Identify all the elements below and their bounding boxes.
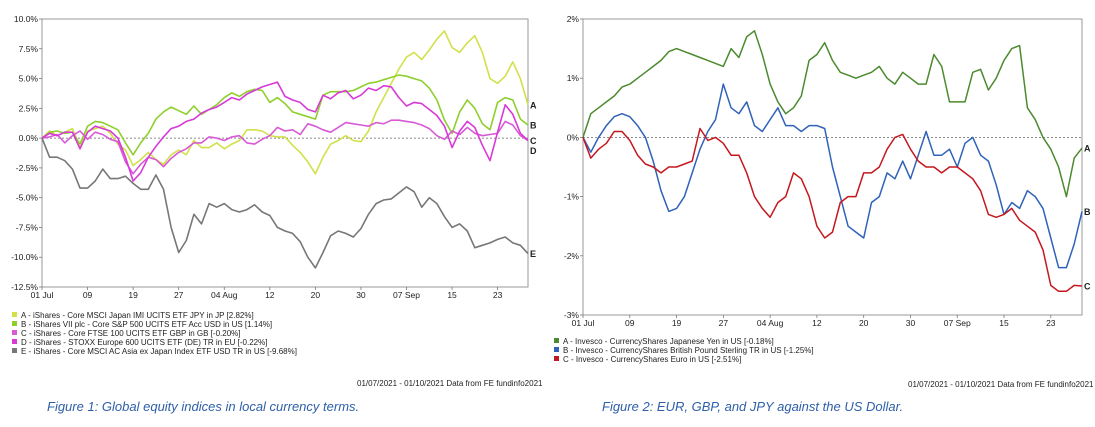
legend-entry-a: A - iShares - Core MSCI Japan IMI UCITS … [21, 311, 254, 320]
legend-entry-d: D - iShares - STOXX Europe 600 UCITS ETF… [21, 338, 267, 347]
y-tick-label: -1% [564, 192, 580, 202]
y-tick-label: 0.0% [19, 133, 39, 143]
series-line-d [41, 81, 529, 182]
x-tick-label: 23 [1046, 318, 1056, 328]
series-line-b [41, 74, 529, 156]
currency-chart: 2% 1% 0% -1% -2% -3% 01 Jul 09 19 27 04 Aug 12 20 30… [554, 14, 1091, 364]
legend-swatch-d [12, 339, 17, 344]
x-tick-label: 23 [493, 290, 503, 300]
series-line-a [582, 30, 1083, 198]
legend-swatch-a [554, 338, 559, 343]
chart2-series [582, 30, 1083, 293]
series-line-a [41, 30, 529, 175]
x-tick-label: 09 [83, 290, 93, 300]
x-tick-label: 01 Jul [572, 318, 595, 328]
legend-entry-b: B - iShares VII plc - Core S&P 500 UCITS… [21, 320, 272, 329]
x-tick-label: 12 [812, 318, 822, 328]
y-tick-label: 2.5% [19, 103, 39, 113]
legend-swatch-e [12, 348, 17, 353]
x-tick-label: 09 [625, 318, 635, 328]
chart2-legend: A - Invesco - CurrencyShares Japanese Ye… [554, 337, 814, 364]
chart2-x-axis: 01 Jul 09 19 27 04 Aug 12 20 30 07 Sep 15 23 [572, 315, 1056, 328]
series-end-label-b: B [530, 121, 537, 131]
x-tick-label: 20 [859, 318, 869, 328]
series-line-c [582, 127, 1083, 293]
y-tick-label: -7.5% [16, 222, 39, 232]
series-end-label-c: C [530, 136, 537, 146]
legend-entry-e: E - iShares - Core MSCI AC Asia ex Japan… [21, 347, 297, 356]
x-tick-label: 04 Aug [757, 318, 784, 328]
series-end-label-b: B [1084, 207, 1091, 217]
c2-plot-frame [582, 18, 1083, 316]
x-tick-label: 04 Aug [211, 290, 238, 300]
chart1-x-axis: 01 Jul 09 19 27 04 Aug 12 20 30 07 Sep 15 23 [31, 287, 503, 300]
y-tick-label: -5.0% [16, 193, 39, 203]
y-tick-label: -2.5% [16, 163, 39, 173]
y-tick-label: 10.0% [14, 14, 39, 24]
x-tick-label: 12 [265, 290, 275, 300]
legend-swatch-b [12, 321, 17, 326]
series-end-label-e: E [530, 249, 536, 259]
chart1-legend: A - iShares - Core MSCI Japan IMI UCITS … [12, 311, 297, 356]
equity-indices-chart: 10.0% 7.5% 5.0% 2.5% 0.0% -2.5% -5.0% -7.5% -10.… [11, 14, 537, 356]
y-tick-label: -10.0% [11, 252, 38, 262]
chart1-series [41, 30, 529, 269]
x-tick-label: 01 Jul [31, 290, 54, 300]
chart2-end-labels: A B C [1084, 144, 1091, 292]
y-tick-label: 7.5% [19, 44, 39, 54]
x-tick-label: 27 [719, 318, 729, 328]
series-line-e [41, 137, 529, 269]
figure1-caption: Figure 1: Global equity indices in local… [47, 399, 360, 414]
x-tick-label: 30 [906, 318, 916, 328]
y-tick-label: -3% [564, 310, 580, 320]
chart1-y-axis: 10.0% 7.5% 5.0% 2.5% 0.0% -2.5% -5.0% -7.5% -10.… [11, 14, 42, 292]
chart1-gridlines [41, 18, 529, 288]
y-tick-label: 0% [567, 132, 580, 142]
figure2-caption: Figure 2: EUR, GBP, and JPY against the … [602, 399, 904, 414]
chart1-end-labels: A BCD E [530, 100, 537, 259]
x-tick-label: 20 [311, 290, 321, 300]
series-line-c [41, 119, 529, 175]
y-tick-label: -2% [564, 251, 580, 261]
x-tick-label: 19 [672, 318, 682, 328]
x-tick-label: 15 [999, 318, 1009, 328]
y-tick-label: 5.0% [19, 74, 39, 84]
x-tick-label: 19 [128, 290, 138, 300]
legend-entry-c: C - iShares - Core FTSE 100 UCITS ETF GB… [21, 329, 240, 338]
chart2-gridlines [582, 18, 1083, 316]
x-tick-label: 07 Sep [393, 290, 420, 300]
legend-entry-a: A - Invesco - CurrencyShares Japanese Ye… [563, 337, 774, 346]
x-tick-label: 07 Sep [944, 318, 971, 328]
x-tick-label: 15 [447, 290, 457, 300]
x-tick-label: 30 [356, 290, 366, 300]
x-tick-label: 27 [174, 290, 184, 300]
legend-swatch-a [12, 312, 17, 317]
series-end-label-a: A [530, 100, 537, 110]
chart1-source-note: 01/07/2021 - 01/10/2021 Data from FE fun… [357, 379, 543, 388]
legend-entry-b: B - Invesco - CurrencyShares British Pou… [563, 346, 814, 355]
legend-entry-c: C - Invesco - CurrencyShares Euro in US … [563, 355, 741, 364]
legend-swatch-c [554, 356, 559, 361]
series-line-b [582, 83, 1083, 269]
legend-swatch-c [12, 330, 17, 335]
c1-plot-frame [41, 18, 529, 288]
y-tick-label: 2% [567, 14, 580, 24]
y-tick-label: -12.5% [11, 282, 38, 292]
series-end-label-a: A [1084, 144, 1091, 154]
series-end-label-d: D [530, 146, 537, 156]
y-tick-label: 1% [567, 73, 580, 83]
series-end-label-c: C [1084, 281, 1091, 291]
legend-swatch-b [554, 347, 559, 352]
chart2-y-axis: 2% 1% 0% -1% -2% -3% [564, 14, 583, 320]
chart2-source-note: 01/07/2021 - 01/10/2021 Data from FE fun… [908, 380, 1094, 389]
